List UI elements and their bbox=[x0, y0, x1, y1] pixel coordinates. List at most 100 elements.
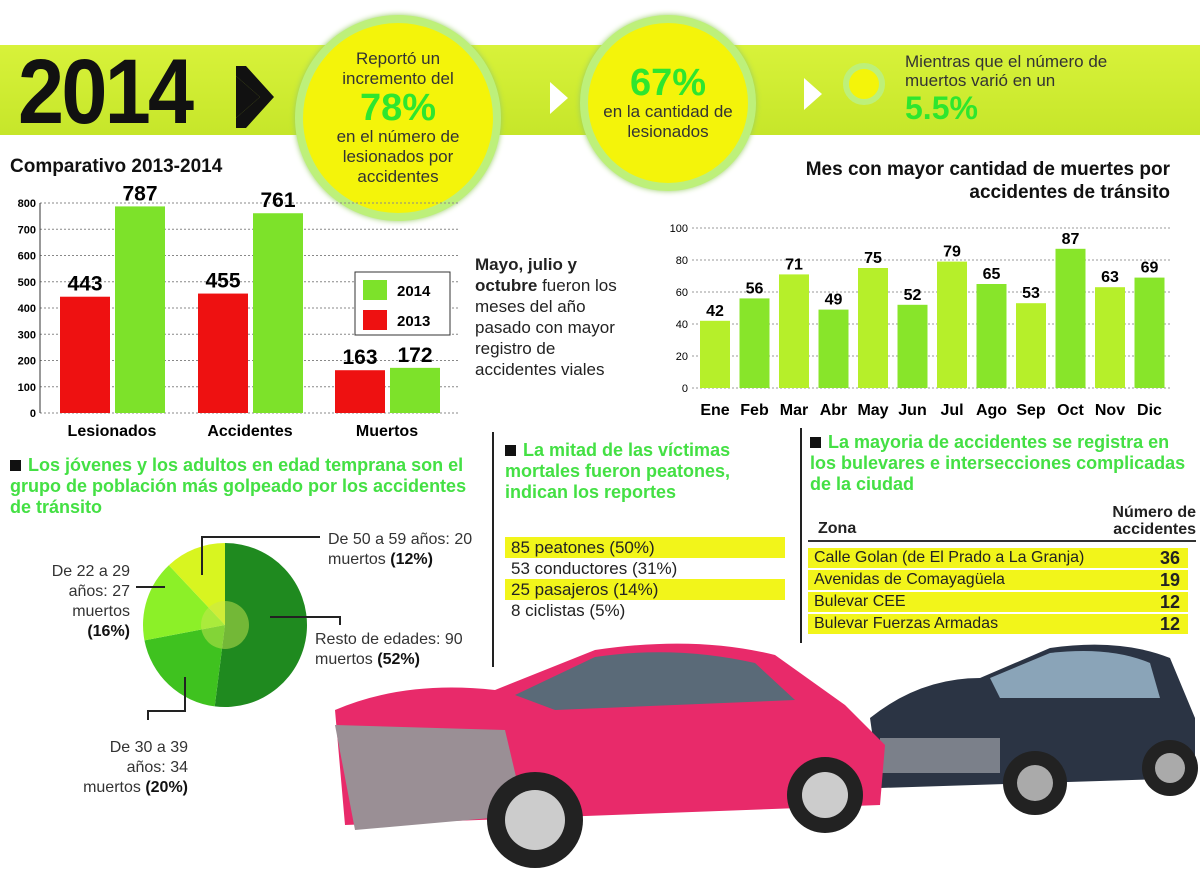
divider bbox=[492, 432, 494, 667]
month-label: Ene bbox=[700, 402, 729, 419]
data-label: 63 bbox=[1101, 269, 1119, 286]
zone-name: Avenidas de Comayagüela bbox=[814, 571, 1005, 588]
data-label: 65 bbox=[983, 266, 1001, 283]
circle2-value: 67% bbox=[629, 62, 707, 104]
month-label: Feb bbox=[740, 402, 769, 419]
pie-pct: (16%) bbox=[87, 623, 130, 640]
zone-row: Bulevar CEE 12 bbox=[808, 592, 1188, 612]
age-pie-chart bbox=[136, 536, 341, 720]
circle1-pre: Reportó un incremento del bbox=[342, 49, 454, 88]
pie-center bbox=[201, 601, 249, 649]
data-label: 761 bbox=[260, 189, 295, 212]
pie-pct: (12%) bbox=[390, 551, 433, 568]
y-tick-label: 500 bbox=[18, 277, 36, 289]
bullet-square-icon bbox=[505, 445, 516, 456]
deaths-note-text: Mientras que el número de muertos varió … bbox=[905, 52, 1108, 90]
arrow-right-icon bbox=[550, 82, 568, 114]
y-tick-label: 800 bbox=[18, 198, 36, 210]
arrow-right-icon bbox=[804, 78, 822, 110]
y-tick-label: 300 bbox=[18, 329, 36, 341]
age-section-title: Los jóvenes y los adultos en edad tempra… bbox=[10, 455, 485, 518]
category-label: Muertos bbox=[356, 423, 418, 440]
zones-table: Calle Golan (de El Prado a La Granja) 36 A… bbox=[808, 548, 1188, 636]
data-label: 52 bbox=[904, 287, 922, 304]
leader-line bbox=[201, 536, 320, 575]
month-label: Sep bbox=[1016, 402, 1046, 419]
bar-Ene bbox=[700, 320, 730, 388]
victims-title: La mitad de las víctimas mortales fueron… bbox=[505, 440, 795, 503]
bar-Sep bbox=[1016, 303, 1046, 388]
data-label: 69 bbox=[1141, 260, 1159, 277]
comparison-chart-title: Comparativo 2013-2014 bbox=[10, 156, 223, 177]
legend-label: 2014 bbox=[397, 283, 431, 300]
y-tick-label: 0 bbox=[682, 383, 688, 395]
zone-row: Bulevar Fuerzas Armadas 12 bbox=[808, 614, 1188, 634]
zone-count: 19 bbox=[1159, 570, 1180, 590]
y-tick-label: 0 bbox=[30, 408, 36, 420]
bar-2013-Accidentes bbox=[198, 293, 248, 413]
month-label: Dic bbox=[1137, 402, 1162, 419]
circle1-value: 78% bbox=[359, 87, 437, 129]
zone-count: 36 bbox=[1159, 548, 1180, 568]
pie-slice bbox=[214, 543, 308, 707]
pink-car-image bbox=[335, 643, 885, 868]
zone-count: 12 bbox=[1159, 614, 1180, 634]
leader-line bbox=[270, 616, 341, 625]
dark-car-image bbox=[870, 644, 1198, 815]
bullet-circle-icon bbox=[843, 63, 885, 105]
leader-line bbox=[147, 677, 186, 720]
month-label: Jul bbox=[940, 402, 963, 419]
zone-name: Bulevar CEE bbox=[814, 593, 906, 610]
pie-label-50-59: De 50 a 59 años: 20 muertos (12%) bbox=[328, 530, 488, 570]
data-label: 787 bbox=[122, 182, 157, 205]
side-note-text: fueron los meses del año pasado con mayo… bbox=[475, 276, 617, 379]
injured-quantity-circle: 67% en la cantidad de lesionados bbox=[580, 15, 756, 191]
y-tick-label: 60 bbox=[676, 287, 688, 299]
pie-label: De 22 a 29 años: 27 muertos bbox=[51, 563, 130, 620]
pie-pct: (52%) bbox=[377, 651, 420, 668]
circle1-post: en el número de lesionados por accidente… bbox=[336, 127, 460, 186]
zone-row: Avenidas de Comayagüela 19 bbox=[808, 570, 1188, 590]
data-label: 75 bbox=[864, 250, 882, 267]
bar-May bbox=[858, 268, 888, 388]
victim-item: 85 peatones (50%) bbox=[505, 537, 785, 558]
y-tick-label: 200 bbox=[18, 356, 36, 368]
zones-table-header: Zona Número de accidentes bbox=[808, 500, 1196, 542]
circle2-post: en la cantidad de lesionados bbox=[603, 102, 733, 141]
zones-col-count: Número de accidentes bbox=[1112, 504, 1196, 538]
monthly-chart-title: Mes con mayor cantidad de muertes por ac… bbox=[805, 159, 1170, 203]
data-label: 79 bbox=[943, 244, 961, 261]
age-title-text: Los jóvenes y los adultos en edad tempra… bbox=[10, 455, 467, 517]
zones-col-zone: Zona bbox=[818, 520, 857, 537]
side-note-bold: Mayo, julio y octubre bbox=[475, 255, 578, 295]
zone-name: Calle Golan (de El Prado a La Granja) bbox=[814, 549, 1085, 566]
zone-row: Calle Golan (de El Prado a La Granja) 36 bbox=[808, 548, 1188, 568]
legend-label: 2013 bbox=[397, 313, 430, 330]
y-tick-label: 40 bbox=[676, 319, 688, 331]
bar-2013-Muertos bbox=[335, 370, 385, 413]
pie-label: De 30 a 39 años: 34 muertos bbox=[83, 739, 188, 796]
bullet-square-icon bbox=[810, 437, 821, 448]
zones-title-text: La mayoria de accidentes se registra en … bbox=[810, 432, 1186, 494]
data-label: 56 bbox=[746, 280, 764, 297]
y-tick-label: 400 bbox=[18, 303, 36, 315]
victim-item: 25 pasajeros (14%) bbox=[505, 579, 785, 600]
category-label: Lesionados bbox=[68, 423, 157, 440]
bar-Ago bbox=[976, 284, 1007, 388]
month-label: Ago bbox=[976, 402, 1007, 419]
month-label: Oct bbox=[1057, 402, 1084, 419]
pie-pct: (20%) bbox=[145, 779, 188, 796]
zone-count: 12 bbox=[1159, 592, 1180, 612]
year-title: 2014 bbox=[18, 41, 194, 143]
legend-swatch-2014 bbox=[363, 280, 387, 300]
bar-2013-Lesionados bbox=[60, 296, 110, 413]
bar-2014-Lesionados bbox=[115, 206, 165, 413]
category-label: Accidentes bbox=[207, 423, 292, 440]
divider bbox=[800, 428, 802, 643]
pie-slice bbox=[168, 543, 225, 625]
bar-Jul bbox=[937, 261, 967, 388]
data-label: 172 bbox=[397, 344, 432, 367]
bullet-square-icon bbox=[10, 460, 21, 471]
arrow-right-icon bbox=[236, 66, 274, 128]
